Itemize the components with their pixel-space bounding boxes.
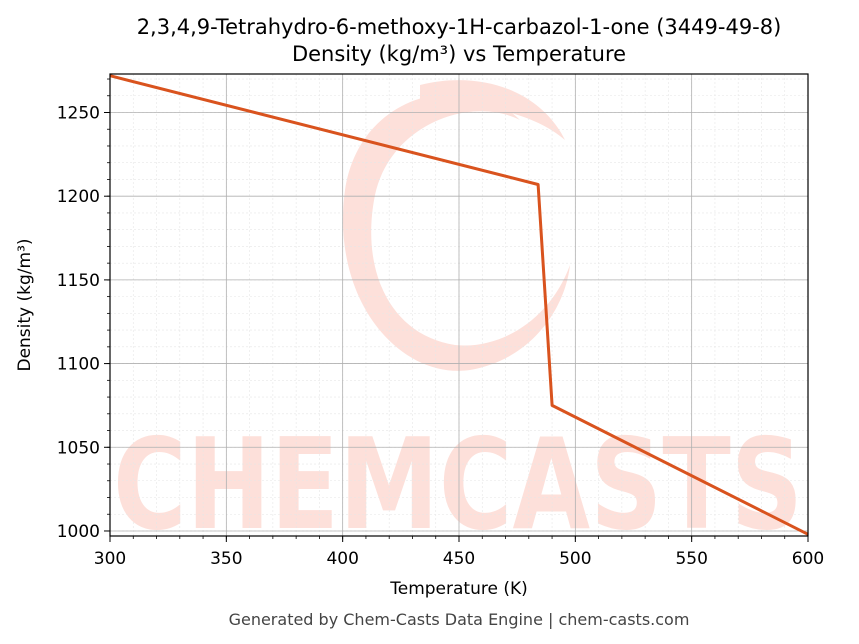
x-tick-label: 350	[210, 549, 242, 569]
x-tick-labels: 300 350 400 450 500 550 600	[94, 549, 824, 569]
y-tick-label: 1200	[57, 187, 100, 207]
watermark-text: CHEMCASTS	[113, 411, 803, 558]
footer-credit: Generated by Chem-Casts Data Engine | ch…	[229, 610, 690, 629]
x-tick-label: 600	[792, 549, 824, 569]
x-tick-label: 550	[675, 549, 707, 569]
x-tick-label: 450	[443, 549, 475, 569]
watermark: CHEMCASTS	[113, 80, 803, 558]
y-tick-label: 1100	[57, 355, 100, 375]
y-tick-label: 1250	[57, 104, 100, 124]
chart-subtitle: Density (kg/m³) vs Temperature	[292, 42, 626, 66]
y-tick-label: 1000	[57, 522, 100, 542]
y-tick-labels: 1000 1050 1100 1150 1200 1250	[57, 104, 100, 542]
y-tick-label: 1050	[57, 438, 100, 458]
y-axis-label: Density (kg/m³)	[15, 238, 35, 371]
x-tick-label: 500	[559, 549, 591, 569]
y-tick-label: 1150	[57, 271, 100, 291]
x-tick-label: 400	[326, 549, 358, 569]
x-tick-label: 300	[94, 549, 126, 569]
series-line-density	[109, 74, 809, 536]
chart-title: 2,3,4,9-Tetrahydro-6-methoxy-1H-carbazol…	[137, 15, 782, 39]
x-axis-label: Temperature (K)	[389, 579, 528, 599]
watermark-swoosh-arc-icon	[420, 80, 565, 140]
axis-ticks	[104, 78, 809, 542]
